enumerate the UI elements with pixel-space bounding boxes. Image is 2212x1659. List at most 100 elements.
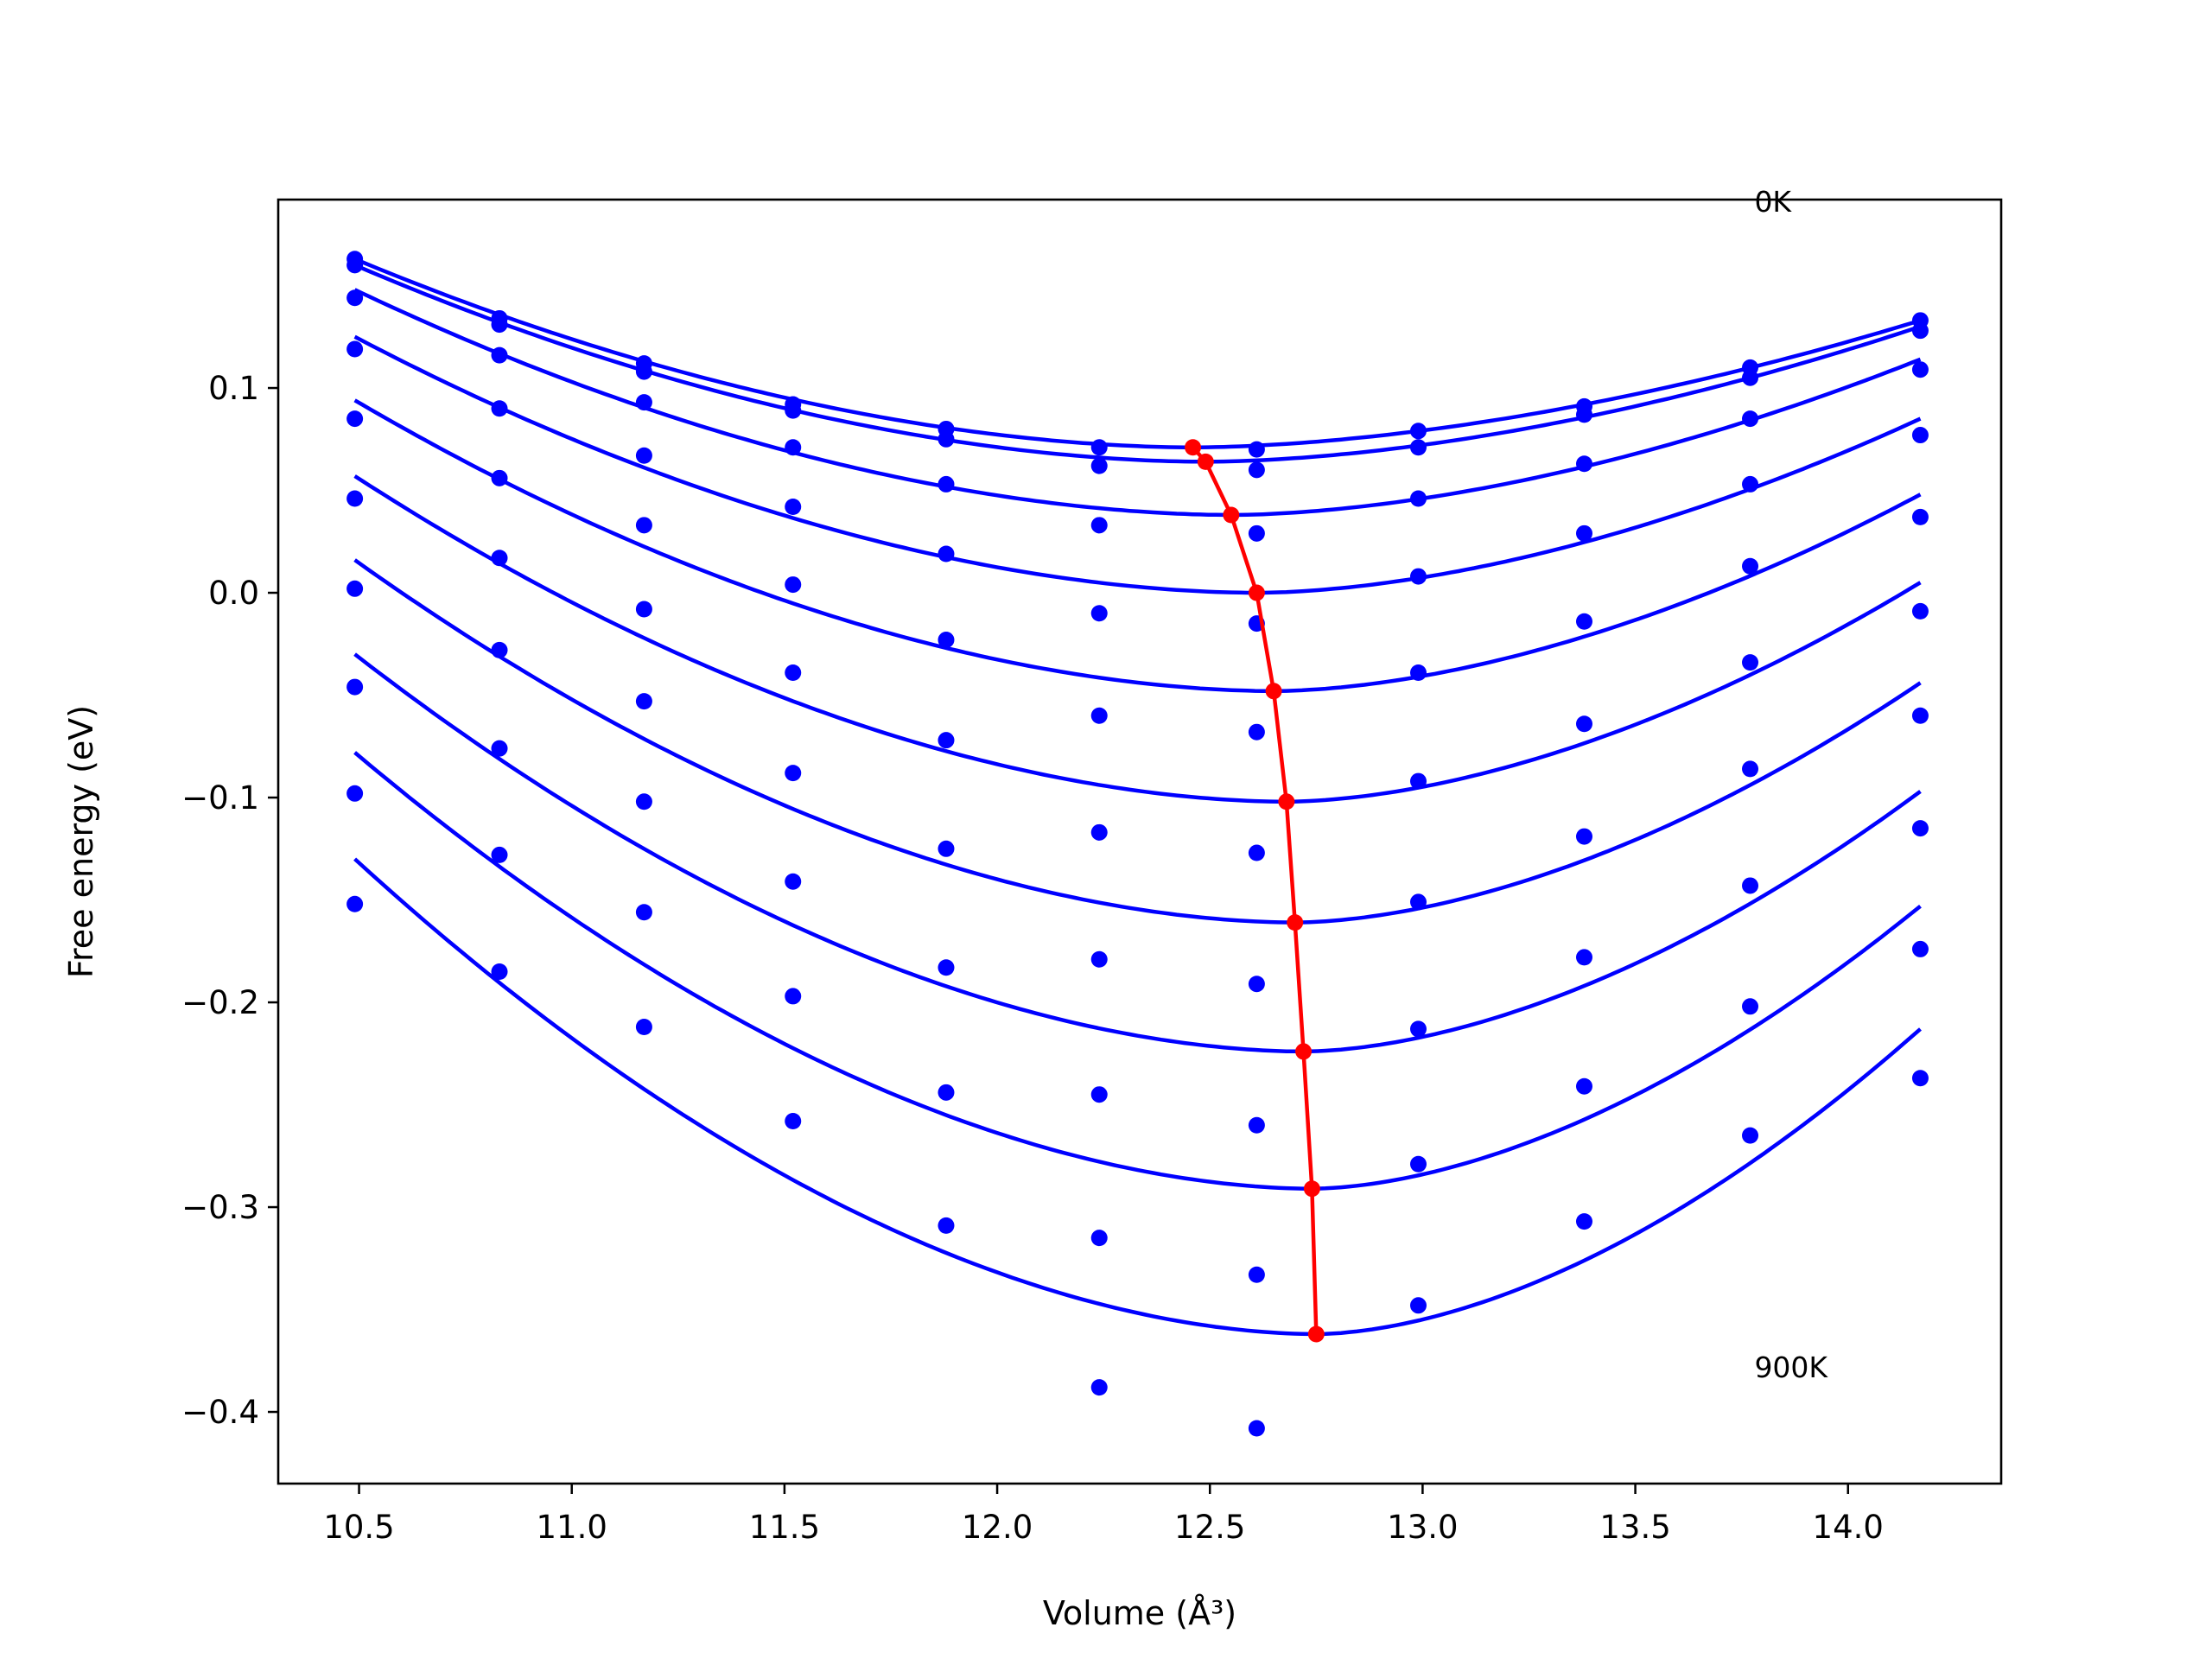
data-point-800K bbox=[1911, 940, 1929, 957]
data-point-400K bbox=[1409, 664, 1427, 681]
data-point-300K bbox=[1742, 475, 1759, 493]
minimum-point-200K bbox=[1223, 506, 1240, 524]
fit-curve-500K bbox=[353, 474, 1922, 804]
data-point-100K bbox=[1090, 457, 1108, 474]
data-point-600K bbox=[1248, 976, 1265, 993]
data-point-300K bbox=[1576, 524, 1593, 542]
y-tick-label: −0.2 bbox=[181, 984, 259, 1021]
data-point-100K bbox=[1742, 369, 1759, 386]
data-point-200K bbox=[1576, 455, 1593, 473]
data-point-100K bbox=[1409, 439, 1427, 456]
data-point-700K bbox=[1409, 1020, 1427, 1038]
data-point-0K bbox=[1248, 441, 1265, 458]
x-tick-label: 11.5 bbox=[749, 1509, 820, 1546]
data-point-100K bbox=[938, 430, 955, 448]
data-point-900K bbox=[1409, 1297, 1427, 1314]
data-point-200K bbox=[1090, 517, 1108, 534]
minimum-point-800K bbox=[1303, 1180, 1320, 1198]
data-point-200K bbox=[1409, 490, 1427, 507]
data-point-200K bbox=[785, 439, 802, 456]
data-point-400K bbox=[346, 410, 364, 428]
data-point-400K bbox=[491, 469, 508, 486]
data-point-100K bbox=[1248, 461, 1265, 479]
data-point-300K bbox=[1409, 568, 1427, 585]
x-tick-label: 12.0 bbox=[962, 1509, 1033, 1546]
data-point-400K bbox=[635, 517, 652, 534]
data-point-500K bbox=[1742, 654, 1759, 671]
data-point-600K bbox=[1576, 828, 1593, 845]
plot-frame bbox=[276, 198, 2003, 1485]
data-point-800K bbox=[785, 988, 802, 1005]
x-tick-label: 12.5 bbox=[1174, 1509, 1245, 1546]
fit-curve-100K bbox=[353, 263, 1922, 464]
data-point-700K bbox=[1576, 949, 1593, 966]
fit-curve-900K bbox=[353, 857, 1922, 1337]
minimum-point-0K bbox=[1185, 439, 1202, 456]
annotation-900K: 900K bbox=[1754, 1351, 1828, 1384]
data-point-500K bbox=[1576, 715, 1593, 733]
fit-curve-0K bbox=[353, 257, 1922, 450]
data-point-100K bbox=[785, 402, 802, 419]
data-point-900K bbox=[938, 1217, 955, 1234]
data-point-800K bbox=[1409, 1155, 1427, 1173]
x-tick-label: 13.5 bbox=[1599, 1509, 1670, 1546]
data-point-500K bbox=[1911, 602, 1929, 620]
data-point-100K bbox=[1911, 322, 1929, 340]
annotation-0K: 0K bbox=[1754, 185, 1792, 219]
data-point-700K bbox=[491, 740, 508, 757]
data-point-600K bbox=[1090, 950, 1108, 968]
data-point-600K bbox=[785, 765, 802, 782]
fit-curve-800K bbox=[353, 751, 1922, 1191]
data-point-900K bbox=[1090, 1379, 1108, 1396]
fit-curve-600K bbox=[353, 558, 1922, 925]
y-axis-label: Free energy (eV) bbox=[62, 705, 100, 978]
minimum-point-100K bbox=[1197, 453, 1214, 470]
data-point-500K bbox=[938, 732, 955, 749]
data-point-400K bbox=[1248, 723, 1265, 741]
fit-curve-400K bbox=[353, 398, 1922, 694]
y-axis-ticks: 0.1 0.0 −0.1 −0.2 −0.3 −0.4 bbox=[181, 370, 278, 1431]
data-point-300K bbox=[491, 400, 508, 417]
minimum-point-600K bbox=[1287, 914, 1304, 931]
data-point-100K bbox=[635, 363, 652, 380]
data-point-700K bbox=[938, 959, 955, 976]
minimum-point-700K bbox=[1295, 1043, 1313, 1060]
data-point-900K bbox=[346, 895, 364, 912]
data-point-800K bbox=[938, 1084, 955, 1101]
data-point-600K bbox=[635, 693, 652, 710]
data-point-400K bbox=[1090, 707, 1108, 724]
data-point-800K bbox=[1248, 1266, 1265, 1283]
y-tick-label: 0.0 bbox=[208, 575, 259, 612]
minimum-point-900K bbox=[1307, 1325, 1325, 1343]
data-point-100K bbox=[1576, 406, 1593, 423]
data-point-700K bbox=[346, 678, 364, 696]
data-point-400K bbox=[1742, 557, 1759, 575]
data-point-200K bbox=[491, 346, 508, 364]
data-point-600K bbox=[346, 580, 364, 597]
data-point-700K bbox=[1248, 1116, 1265, 1134]
data-point-300K bbox=[1911, 427, 1929, 444]
data-point-700K bbox=[785, 873, 802, 890]
data-point-800K bbox=[1090, 1230, 1108, 1247]
data-point-400K bbox=[1576, 613, 1593, 630]
data-point-500K bbox=[785, 664, 802, 681]
data-point-200K bbox=[1248, 524, 1265, 542]
data-point-800K bbox=[1742, 998, 1759, 1015]
data-point-300K bbox=[635, 447, 652, 464]
y-tick-label: −0.1 bbox=[181, 779, 259, 817]
minima-line bbox=[1185, 439, 1325, 1343]
data-point-900K bbox=[1576, 1213, 1593, 1230]
data-point-700K bbox=[1742, 877, 1759, 894]
data-point-500K bbox=[346, 490, 364, 507]
data-point-900K bbox=[1911, 1070, 1929, 1087]
x-tick-label: 10.5 bbox=[323, 1509, 394, 1546]
data-point-200K bbox=[1911, 361, 1929, 378]
data-points bbox=[346, 251, 1929, 1437]
data-point-300K bbox=[938, 545, 955, 563]
fit-curve-700K bbox=[353, 652, 1922, 1054]
data-point-500K bbox=[1090, 823, 1108, 841]
data-point-800K bbox=[635, 904, 652, 921]
data-point-600K bbox=[1742, 760, 1759, 778]
x-tick-label: 11.0 bbox=[537, 1509, 607, 1546]
